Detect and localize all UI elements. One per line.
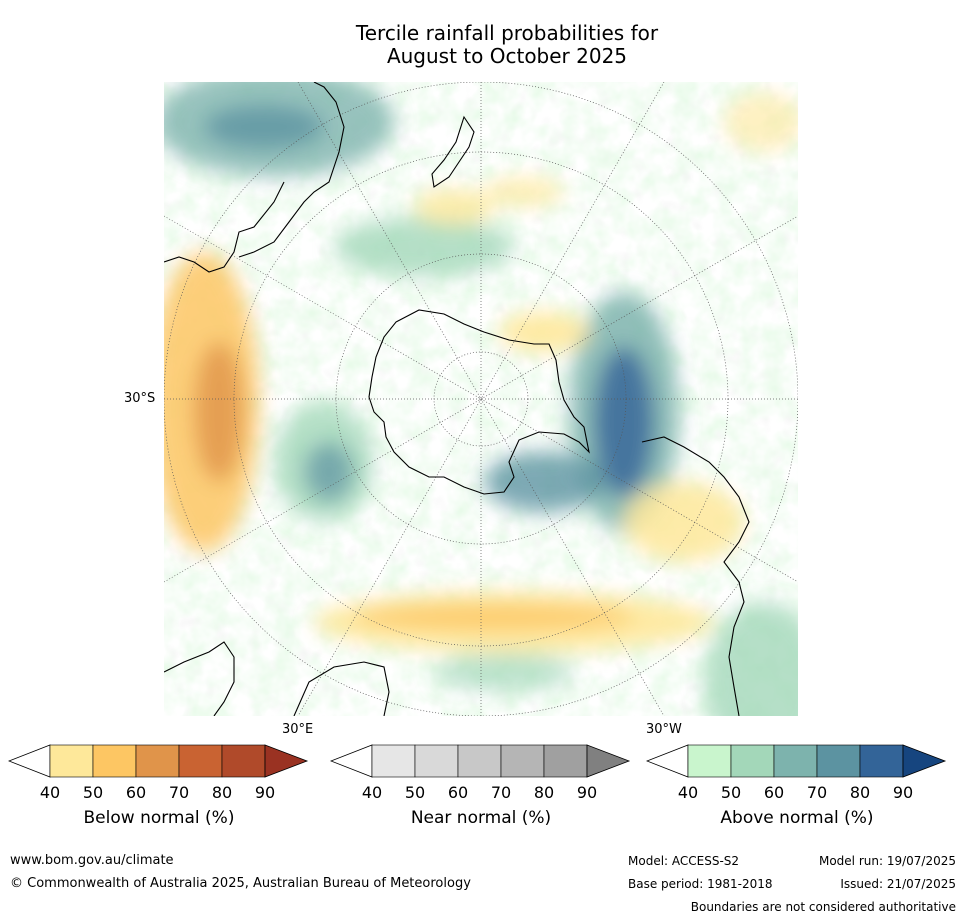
colorbar-segment [221, 744, 266, 778]
lon-label-30w: 30°W [646, 722, 682, 737]
title-line-1: Tercile rainfall probabilities for [355, 21, 659, 45]
colorbar-title-below: Below normal (%) [83, 808, 235, 828]
probability-regions [164, 82, 798, 716]
colorbar-tick-label: 50 [720, 783, 742, 802]
colorbar-segment [49, 744, 94, 778]
colorbar-segment [330, 744, 373, 778]
colorbar-tick-label: 90 [254, 783, 276, 802]
colorbar-segment [773, 744, 818, 778]
colorbar-tick-label: 40 [677, 783, 699, 802]
colorbar-segment [730, 744, 775, 778]
colorbar-near-normal [330, 744, 631, 778]
colorbar-segment [414, 744, 459, 778]
colorbar-tick-label: 90 [576, 783, 598, 802]
colorbar-segment [8, 744, 51, 778]
colorbar-segment [816, 744, 861, 778]
model-text: Model: ACCESS-S2 [628, 854, 740, 868]
colorbar-segment [264, 744, 309, 778]
colorbar-segment [646, 744, 689, 778]
map-title: Tercile rainfall probabilities for Augus… [0, 22, 965, 68]
colorbar-segment [586, 744, 631, 778]
title-line-2: August to October 2025 [386, 44, 628, 68]
colorbar-tick-label: 50 [82, 783, 104, 802]
colorbar-tick-label: 80 [533, 783, 555, 802]
colorbar-segment [92, 744, 137, 778]
colorbar-segment [371, 744, 416, 778]
colorbar-above-normal [646, 744, 947, 778]
issued-text: Issued: 21/07/2025 [840, 877, 956, 891]
colorbar-tick-label: 70 [490, 783, 512, 802]
colorbar-segment [543, 744, 588, 778]
colorbar-tick-label: 40 [361, 783, 383, 802]
disclaimer-text: Boundaries are not considered authoritat… [690, 900, 956, 914]
colorbar-tick-label: 70 [806, 783, 828, 802]
colorbar-tick-label: 80 [849, 783, 871, 802]
colorbar-title-near: Near normal (%) [410, 808, 552, 828]
colorbar-segment [178, 744, 223, 778]
colorbar-segment [135, 744, 180, 778]
coastlines [164, 82, 750, 716]
colorbar-tick-label: 50 [404, 783, 426, 802]
colorbar-tick-label: 60 [447, 783, 469, 802]
probability-map [164, 82, 798, 716]
colorbar-tick-label: 40 [39, 783, 61, 802]
colorbar-title-above: Above normal (%) [720, 808, 874, 828]
colorbar-tick-label: 60 [763, 783, 785, 802]
colorbar-segment [457, 744, 502, 778]
colorbar-segment [687, 744, 732, 778]
model-run-text: Model run: 19/07/2025 [818, 854, 956, 868]
colorbar-below-normal [8, 744, 309, 778]
base-period-text: Base period: 1981-2018 [628, 877, 773, 891]
colorbar-segment [500, 744, 545, 778]
colorbar-tick-label: 70 [168, 783, 190, 802]
lon-label-30e: 30°E [282, 722, 314, 737]
copyright-text: © Commonwealth of Australia 2025, Austra… [10, 876, 471, 891]
graticule [164, 82, 798, 716]
colorbar-tick-label: 60 [125, 783, 147, 802]
lat-label-30s: 30°S [124, 391, 156, 406]
colorbar-tick-label: 80 [211, 783, 233, 802]
website-link[interactable]: www.bom.gov.au/climate [10, 853, 174, 868]
colorbar-tick-label: 90 [892, 783, 914, 802]
colorbar-segment [859, 744, 904, 778]
colorbar-segment [902, 744, 947, 778]
